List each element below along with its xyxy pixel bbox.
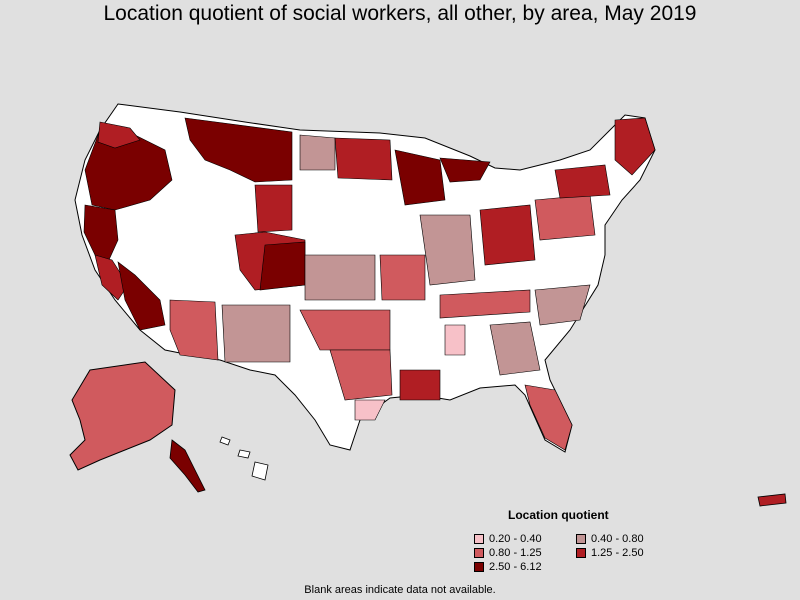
- region-michigan: [439, 157, 491, 183]
- region-carolinas: [534, 284, 591, 326]
- region-arizona: [169, 299, 219, 361]
- legend-item-2: 0.80 - 1.25: [474, 547, 542, 559]
- region-california-central: [94, 254, 129, 301]
- region-texas-east: [329, 349, 393, 401]
- region-new-york: [554, 164, 611, 199]
- region-texas-gulf: [354, 399, 386, 421]
- legend-item-1: 0.40 - 0.80: [576, 533, 644, 545]
- region-kansas: [304, 254, 376, 301]
- legend-item-4: 2.50 - 6.12: [474, 561, 542, 573]
- legend-swatch-0: [474, 534, 484, 544]
- legend-item-0: 0.20 - 0.40: [474, 533, 542, 545]
- region-california-south: [117, 261, 166, 331]
- region-wyoming: [254, 184, 293, 233]
- region-tennessee: [439, 289, 531, 319]
- legend-swatch-4: [474, 562, 484, 572]
- legend-label-1: 0.40 - 0.80: [591, 533, 644, 545]
- region-puerto-rico: [757, 493, 787, 507]
- legend-swatch-1: [576, 534, 586, 544]
- region-pennsylvania: [534, 194, 596, 241]
- region-missouri: [379, 254, 426, 301]
- legend-title: Location quotient: [508, 508, 609, 522]
- legend-item-3: 1.25 - 2.50: [576, 547, 644, 559]
- legend-label-4: 2.50 - 6.12: [489, 561, 542, 573]
- footnote: Blank areas indicate data not available.: [304, 584, 496, 596]
- region-florida: [524, 384, 573, 451]
- region-alabama-mississippi: [444, 324, 466, 356]
- legend-swatch-2: [474, 548, 484, 558]
- region-georgia: [489, 321, 541, 376]
- region-oregon-west: [84, 129, 173, 211]
- region-colorado-high: [259, 241, 306, 291]
- legend-label-0: 0.20 - 0.40: [489, 533, 542, 545]
- legend-label-3: 1.25 - 2.50: [591, 547, 644, 559]
- region-alaska: [69, 361, 176, 471]
- region-maine: [614, 117, 656, 176]
- region-alaska-southeast: [169, 439, 206, 493]
- legend-swatch-3: [576, 548, 586, 558]
- region-washington-coast: [97, 121, 141, 149]
- region-louisiana: [399, 369, 441, 401]
- map-title: Location quotient of social workers, all…: [103, 2, 697, 25]
- region-montana: [184, 117, 293, 183]
- region-north-dakota: [299, 134, 336, 171]
- region-hawaii: [219, 436, 269, 481]
- region-new-mexico: [221, 304, 291, 363]
- region-minnesota: [334, 137, 393, 181]
- region-ohio-valley: [479, 204, 536, 266]
- region-illinois-indiana: [419, 214, 476, 286]
- region-wisconsin: [394, 149, 446, 206]
- legend-label-2: 0.80 - 1.25: [489, 547, 542, 559]
